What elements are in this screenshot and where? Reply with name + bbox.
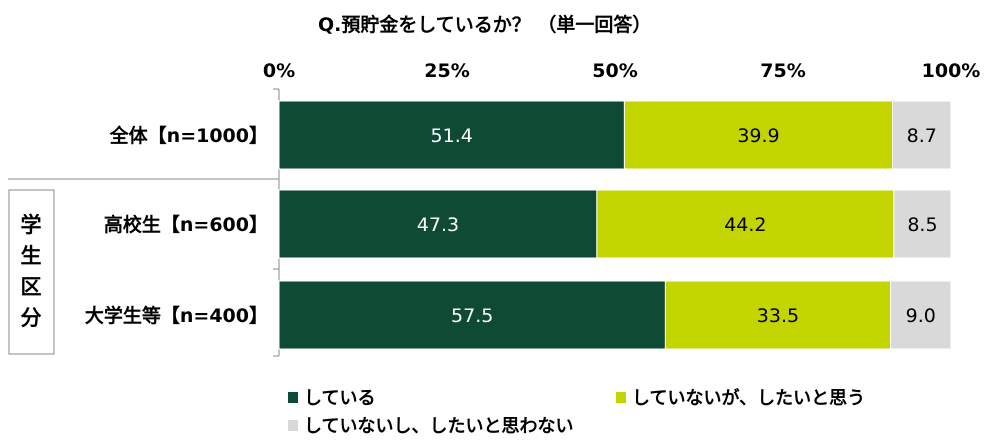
- legend-item-0: している: [288, 384, 375, 410]
- bar-segment: [278, 280, 666, 350]
- chart-title-container: Q.預貯金をしているか？ （単一回答）: [0, 6, 1000, 36]
- category-label: 全体【n=1000】: [109, 124, 268, 147]
- legend-item-1: していないが、したいと思う: [616, 384, 865, 410]
- bar-segment: [623, 100, 894, 170]
- data-label: 44.2: [724, 214, 766, 236]
- x-tick-label: 50%: [592, 60, 637, 82]
- legend-swatch-1: [616, 391, 626, 403]
- data-label: 33.5: [757, 305, 799, 327]
- x-tick-label: 75%: [760, 60, 805, 82]
- group-label-char: 生: [21, 244, 42, 268]
- legend-label-0: している: [304, 388, 376, 409]
- group-label-char: 学: [21, 213, 42, 237]
- bar-segment: [596, 189, 895, 259]
- data-label: 39.9: [737, 125, 779, 147]
- legend-swatch-0: [288, 391, 298, 403]
- legend-item-2: していないし、したいと思わない: [288, 412, 573, 438]
- group-label-char: 分: [21, 306, 42, 330]
- data-label: 51.4: [431, 125, 473, 147]
- category-label: 高校生【n=600】: [104, 213, 268, 236]
- x-tick-label: 0%: [263, 60, 295, 82]
- group-label-box: [8, 189, 55, 355]
- bar-segment: [278, 189, 598, 259]
- x-tick-label: 25%: [424, 60, 469, 82]
- chart-title: Q.預貯金をしているか？ （単一回答）: [318, 14, 652, 36]
- group-label-char: 区: [21, 275, 42, 299]
- legend-label-2: していないし、したいと思わない: [304, 416, 574, 437]
- bar-segment: [892, 100, 952, 170]
- bar-segment: [664, 280, 892, 350]
- data-label: 8.5: [907, 214, 937, 236]
- data-label: 9.0: [906, 305, 936, 327]
- legend-label-1: していないが、したいと思う: [632, 388, 866, 409]
- x-tick-label: 100%: [922, 60, 981, 82]
- legend-swatch-2: [288, 419, 298, 431]
- data-label: 57.5: [451, 305, 493, 327]
- data-label: 47.3: [417, 214, 459, 236]
- category-label: 大学生等【n=400】: [85, 304, 268, 327]
- bar-segment: [893, 189, 952, 259]
- data-label: 8.7: [907, 125, 937, 147]
- bar-segment: [278, 100, 625, 170]
- bar-segment: [890, 280, 952, 350]
